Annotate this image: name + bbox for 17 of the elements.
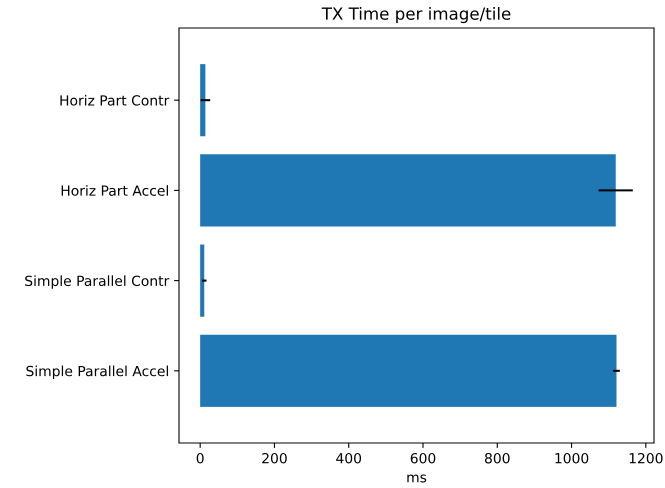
y-tick-label: Simple Parallel Accel [26,366,168,379]
bar [200,244,204,317]
y-tick-label: Horiz Part Contr [60,94,170,106]
bar [200,64,206,136]
bar [200,154,616,226]
x-tick-label: 0 [196,452,204,464]
x-tick-label: 800 [484,452,510,464]
y-tick-label: Simple Parallel Contr [25,275,170,289]
x-tick-label: 1000 [555,452,588,464]
x-axis-title: ms [407,474,426,482]
x-tick-label: 200 [262,452,287,464]
x-tick-label: 1200 [630,452,663,464]
x-tick-label: 600 [410,452,436,464]
y-tick-label: Horiz Part Accel [62,185,168,196]
x-tick-label: 400 [336,452,362,464]
bar [200,334,616,407]
chart-title: TX Time per image/tile [322,7,510,24]
